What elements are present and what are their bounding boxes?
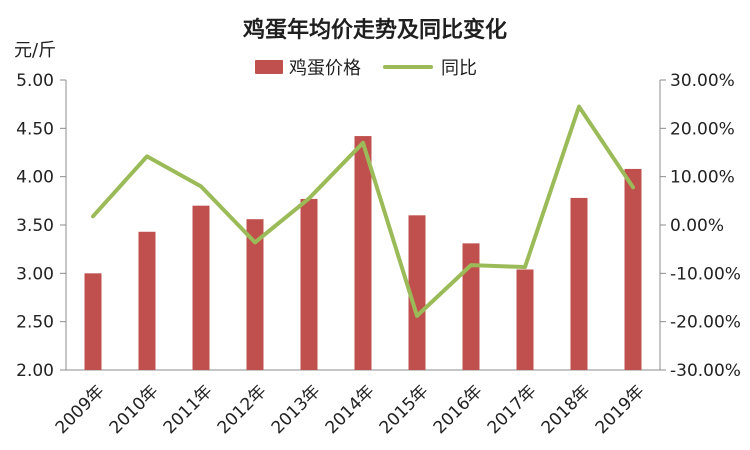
bar-2013年	[300, 198, 318, 370]
y-right-tick-label: -30.00%	[670, 361, 741, 381]
x-category-label: 2014年	[322, 381, 379, 438]
bar-2017年	[516, 269, 534, 370]
chart-title: 鸡蛋年均价走势及同比变化	[242, 18, 507, 43]
y-right-tick-label: -10.00%	[670, 264, 741, 284]
y-left-tick-label: 4.00	[16, 168, 54, 188]
bar-2011年	[192, 205, 210, 370]
x-category-label: 2018年	[538, 381, 595, 438]
x-category-label: 2013年	[268, 381, 325, 438]
y-left-tick-label: 2.00	[16, 361, 54, 381]
x-category-label: 2017年	[484, 381, 541, 438]
legend-line-swatch	[383, 65, 433, 69]
y-left-tick-label: 3.50	[16, 216, 54, 236]
y-right-tick-label: 0.00%	[670, 216, 724, 236]
x-category-label: 2009年	[52, 381, 109, 438]
legend-line-label: 同比	[441, 58, 477, 79]
y-left-tick-label: 5.00	[16, 71, 54, 91]
x-category-label: 2016年	[430, 381, 487, 438]
x-category-label: 2015年	[376, 381, 433, 438]
y-left-tick-label: 4.50	[16, 119, 54, 139]
legend: 鸡蛋价格 同比	[255, 54, 499, 80]
legend-bar-swatch	[255, 60, 283, 74]
bar-2012年	[246, 219, 264, 370]
y-right-tick-label: 10.00%	[670, 168, 735, 188]
x-category-label: 2019年	[592, 381, 649, 438]
legend-bar-label: 鸡蛋价格	[289, 58, 361, 79]
x-category-label: 2012年	[214, 381, 271, 438]
x-category-label: 2010年	[106, 381, 163, 438]
bar-2015年	[408, 215, 426, 370]
y-right-tick-label: 20.00%	[670, 119, 735, 139]
x-category-label: 2011年	[160, 381, 217, 438]
legend-item-bar: 鸡蛋价格	[255, 54, 361, 80]
legend-item-line: 同比	[383, 54, 477, 80]
y-right-tick-label: 30.00%	[670, 71, 735, 91]
y-left-tick-label: 2.50	[16, 313, 54, 333]
bar-2019年	[624, 168, 642, 370]
y-right-tick-label: -20.00%	[670, 313, 741, 333]
bar-2010年	[138, 231, 156, 370]
bar-2014年	[354, 136, 372, 370]
y-left-tick-label: 3.00	[16, 264, 54, 284]
bar-2016年	[462, 243, 480, 370]
bar-2009年	[84, 273, 102, 370]
bar-2018年	[570, 197, 588, 370]
y-axis-left-unit: 元/斤	[14, 40, 57, 61]
